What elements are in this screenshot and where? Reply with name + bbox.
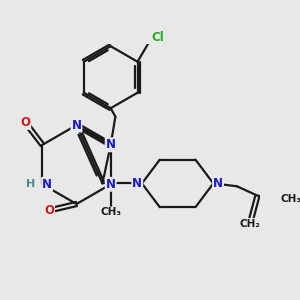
Text: CH₃: CH₃: [281, 194, 300, 204]
Text: CH₂: CH₂: [239, 219, 260, 229]
Text: N: N: [132, 177, 142, 190]
Text: N: N: [106, 178, 116, 191]
Text: N: N: [213, 177, 223, 190]
Text: O: O: [20, 116, 30, 129]
Text: CH₃: CH₃: [100, 208, 121, 218]
Text: N: N: [71, 118, 82, 132]
Text: O: O: [44, 204, 54, 217]
Text: N: N: [106, 138, 116, 151]
Text: Cl: Cl: [151, 31, 164, 44]
Text: H: H: [26, 179, 35, 189]
Text: N: N: [42, 178, 52, 191]
